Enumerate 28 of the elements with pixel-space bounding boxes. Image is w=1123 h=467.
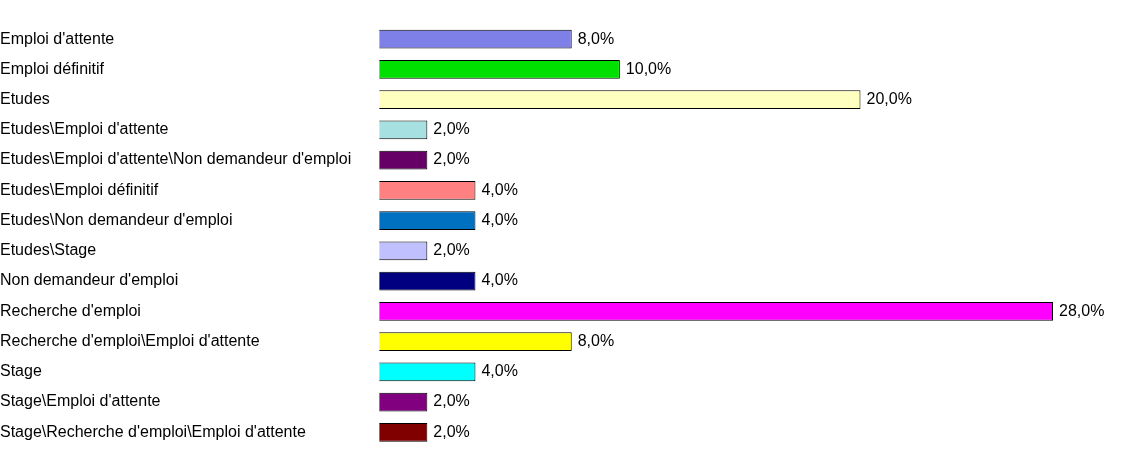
data-label: 8,0% (577, 29, 615, 47)
y-tick-label: Etudes\Emploi définitif (0, 180, 159, 198)
data-label: 4,0% (481, 362, 518, 380)
data-label: 2,0% (433, 392, 470, 410)
data-label: 4,0% (481, 210, 518, 228)
y-tick-label: Etudes\Emploi d'attente\Non demandeur d'emploi (0, 150, 352, 168)
y-tick-label: Recherche d'emploi\Emploi d'attente (0, 331, 260, 349)
data-label: 4,0% (481, 180, 518, 198)
y-tick-label: Etudes\Emploi d'attente (0, 120, 169, 138)
data-label: 28,0% (1059, 301, 1105, 319)
y-tick-label: Emploi d'attente (0, 29, 115, 47)
y-tick-label: Etudes (0, 90, 50, 108)
data-label: 2,0% (433, 120, 470, 138)
data-label: 8,0% (577, 331, 615, 349)
y-tick-label: Non demandeur d'emploi (0, 271, 179, 289)
y-tick-label: Stage\Recherche d'emploi\Emploi d'attente (0, 422, 306, 440)
y-tick-label: Emploi définitif (0, 59, 105, 77)
y-tick-label: Stage (0, 362, 42, 380)
data-label: 4,0% (481, 271, 518, 289)
data-label: 10,0% (625, 59, 672, 77)
y-tick-label: Recherche d'emploi (0, 301, 141, 319)
data-label: 2,0% (433, 422, 470, 440)
data-label: 2,0% (433, 150, 470, 168)
y-tick-label: Stage\Emploi d'attente (0, 392, 161, 410)
y-tick-label: Etudes\Non demandeur d'emploi (0, 210, 233, 228)
data-label: 20,0% (866, 90, 912, 108)
data-label: 2,0% (433, 241, 470, 259)
y-tick-label: Etudes\Stage (0, 241, 97, 259)
